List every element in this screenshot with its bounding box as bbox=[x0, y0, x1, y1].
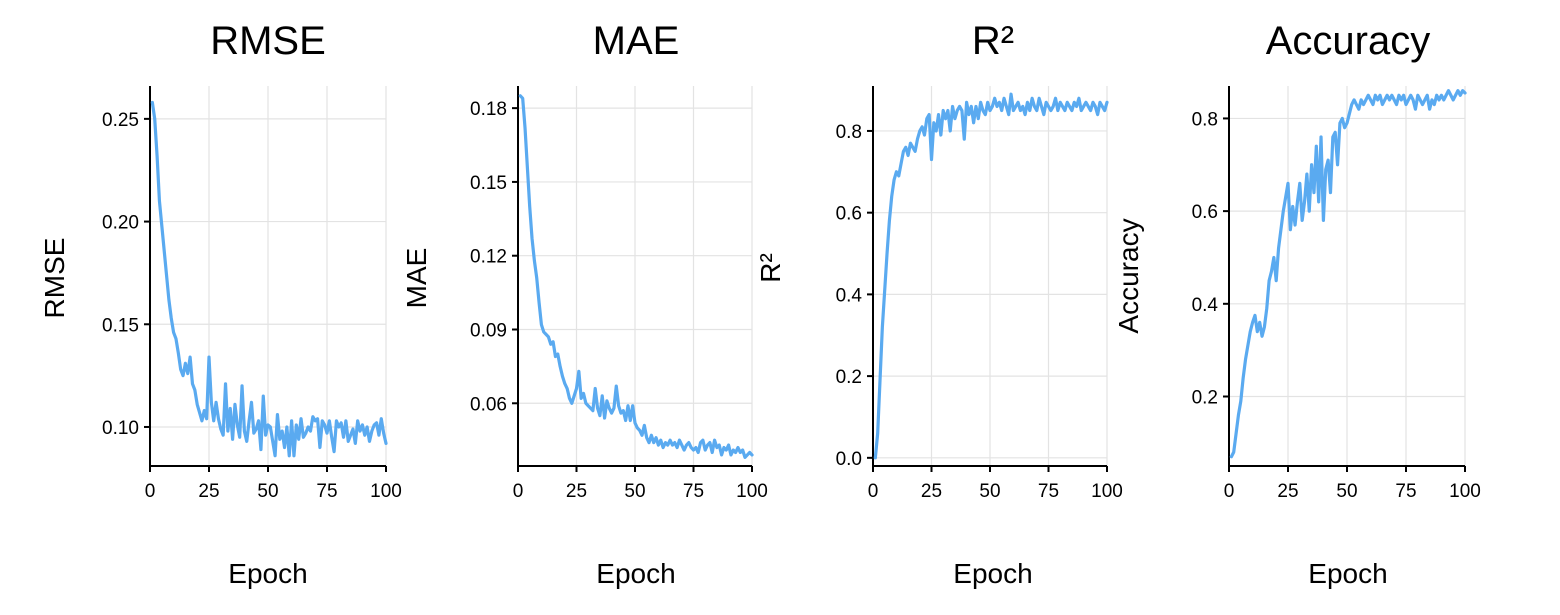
x-tick-label: 75 bbox=[1395, 481, 1416, 502]
y-axis-label: R² bbox=[755, 253, 786, 283]
y-axis-label: Accuracy bbox=[1113, 218, 1144, 333]
x-tick-label: 75 bbox=[683, 481, 704, 502]
x-tick-label: 25 bbox=[566, 481, 587, 502]
x-axis-label: Epoch bbox=[1308, 558, 1387, 589]
chart-panel-2: 0 25 50 75 100 0.06 0.09 0.12 0.15 0.18 MAE MAE Epoc… bbox=[401, 19, 768, 589]
y-tick-label: 0.8 bbox=[836, 122, 862, 143]
x-tick-label: 50 bbox=[624, 481, 645, 502]
series-line bbox=[873, 92, 1109, 460]
y-tick-label: 0.18 bbox=[470, 99, 507, 120]
x-tick-label: 0 bbox=[868, 481, 879, 502]
chart-panel-4: 0 25 50 75 100 0.2 0.4 0.6 0.8 Accuracy Accuracy Ep… bbox=[1113, 19, 1481, 589]
y-tick-label: 0.20 bbox=[102, 213, 139, 234]
y-tick-label: 0.4 bbox=[836, 285, 863, 306]
y-tick-label: 0.0 bbox=[836, 449, 862, 470]
y-axis-label: RMSE bbox=[39, 238, 70, 319]
chart-panel-1: 0 25 50 75 100 0.10 0.15 0.20 0.25 RMSE RMSE Epoch bbox=[39, 19, 402, 589]
y-tick-label: 0.15 bbox=[470, 173, 507, 194]
x-axis-label: Epoch bbox=[596, 558, 675, 589]
series-line bbox=[518, 94, 754, 459]
y-tick-label: 0.6 bbox=[836, 204, 862, 225]
x-tick-label: 50 bbox=[1336, 481, 1357, 502]
y-tick-label: 0.06 bbox=[470, 394, 507, 415]
chart-panel-3: 0 25 50 75 100 0.0 0.2 0.4 0.6 0.8 R² R² Epoch bbox=[755, 19, 1123, 589]
series-line bbox=[150, 100, 388, 458]
x-tick-label: 50 bbox=[257, 481, 278, 502]
series-line bbox=[1229, 89, 1467, 459]
y-tick-label: 0.8 bbox=[1192, 109, 1218, 130]
chart-title: RMSE bbox=[210, 19, 326, 63]
y-tick-label: 0.15 bbox=[102, 315, 139, 336]
x-tick-label: 0 bbox=[513, 481, 524, 502]
x-tick-label: 25 bbox=[921, 481, 942, 502]
y-tick-label: 0.4 bbox=[1192, 295, 1219, 316]
y-tick-label: 0.6 bbox=[1192, 202, 1218, 223]
x-tick-label: 100 bbox=[370, 481, 402, 502]
y-tick-label: 0.12 bbox=[470, 247, 507, 268]
chart-title: R² bbox=[972, 19, 1014, 63]
x-tick-label: 100 bbox=[1449, 481, 1481, 502]
x-tick-label: 100 bbox=[736, 481, 768, 502]
x-tick-label: 25 bbox=[198, 481, 219, 502]
x-tick-label: 0 bbox=[145, 481, 156, 502]
y-axis-label: MAE bbox=[401, 248, 432, 309]
chart-title: MAE bbox=[593, 19, 680, 63]
y-tick-label: 0.2 bbox=[1192, 387, 1218, 408]
y-tick-label: 0.25 bbox=[102, 110, 139, 131]
x-tick-label: 50 bbox=[979, 481, 1000, 502]
y-tick-label: 0.2 bbox=[836, 367, 862, 388]
chart-title: Accuracy bbox=[1266, 19, 1431, 63]
x-tick-label: 100 bbox=[1091, 481, 1123, 502]
y-tick-label: 0.10 bbox=[102, 418, 139, 439]
x-axis-label: Epoch bbox=[228, 558, 307, 589]
x-axis-label: Epoch bbox=[953, 558, 1032, 589]
x-tick-label: 75 bbox=[1038, 481, 1059, 502]
x-tick-label: 25 bbox=[1277, 481, 1298, 502]
x-tick-label: 0 bbox=[1224, 481, 1235, 502]
y-tick-label: 0.09 bbox=[470, 320, 507, 341]
x-tick-label: 75 bbox=[316, 481, 337, 502]
